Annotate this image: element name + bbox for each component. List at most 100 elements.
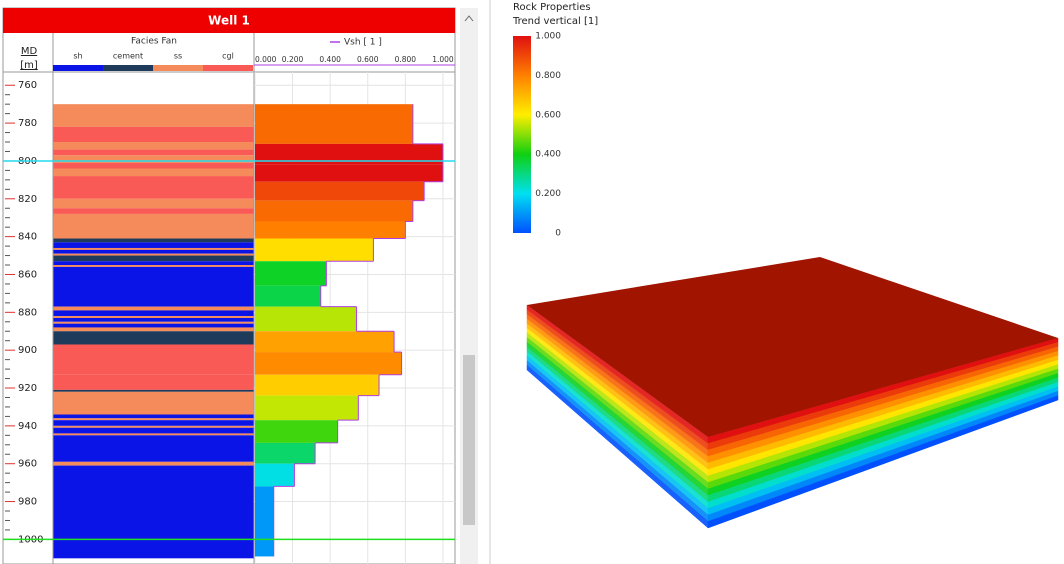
vsh-tick-label: 0.000	[255, 55, 277, 64]
vsh-block	[254, 285, 321, 307]
vsh-tick-label: 0.800	[395, 55, 417, 64]
facies-interval	[53, 316, 254, 318]
vsh-tick-label: 0.400	[319, 55, 341, 64]
model-layer	[707, 395, 1059, 529]
vsh-block	[254, 200, 413, 222]
well-title: Well 1	[208, 14, 250, 28]
facies-interval	[53, 213, 254, 239]
facies-legend-label: cement	[113, 52, 143, 61]
facies-interval	[53, 198, 254, 209]
facies-interval	[53, 266, 254, 307]
facies-title: Facies Fan	[131, 37, 177, 47]
vsh-block	[254, 221, 406, 239]
depth-label: 860	[18, 269, 37, 280]
3d-model	[526, 257, 1059, 529]
facies-interval	[53, 321, 254, 324]
depth-label: 840	[18, 232, 37, 243]
facies-legend-label: ss	[174, 52, 182, 61]
vsh-block	[254, 352, 402, 375]
facies-interval	[53, 331, 254, 345]
facies-interval	[53, 242, 254, 248]
facies-interval	[53, 374, 254, 390]
facies-legend-label: sh	[73, 52, 82, 61]
vsh-block	[254, 238, 374, 262]
vsh-block	[254, 261, 327, 286]
facies-interval	[53, 149, 254, 156]
facies-interval	[53, 414, 254, 419]
depth-label: 760	[18, 80, 37, 91]
md-unit: [m]	[20, 60, 38, 71]
scroll-thumb[interactable]	[463, 355, 475, 525]
facies-interval	[53, 104, 254, 127]
scroll-up-arrow[interactable]	[464, 15, 474, 22]
vsh-block	[254, 395, 359, 421]
vsh-tick-label: 1.000	[432, 55, 454, 64]
facies-legend-swatch	[203, 65, 253, 71]
vsh-block	[254, 374, 380, 396]
depth-label: 820	[18, 194, 37, 205]
facies-interval	[53, 318, 254, 322]
colorbar	[513, 36, 531, 233]
facies-interval	[53, 418, 254, 421]
well-header	[3, 8, 455, 33]
facies-interval	[53, 255, 254, 262]
vsh-block	[254, 486, 274, 557]
facies-interval	[53, 427, 254, 434]
depth-label: 900	[18, 345, 37, 356]
vsh-block	[254, 420, 338, 443]
vsh-block	[254, 143, 443, 165]
facies-interval	[53, 176, 254, 199]
facies-interval	[53, 420, 254, 426]
facies-interval	[53, 327, 254, 332]
vsh-block	[254, 164, 443, 182]
facies-interval	[53, 323, 254, 328]
model-top	[527, 257, 1058, 437]
vsh-title: Vsh [ 1 ]	[344, 38, 382, 48]
depth-label: 920	[18, 383, 37, 394]
facies-interval	[53, 433, 254, 436]
vsh-block	[254, 463, 295, 487]
colorbar-tick-label: 0.400	[535, 150, 561, 160]
md-label: MD	[21, 46, 38, 57]
colorbar-subtitle: Trend vertical [1]	[512, 16, 598, 27]
depth-label: 980	[18, 497, 37, 508]
facies-interval	[53, 389, 254, 392]
facies-legend-swatch	[103, 65, 153, 71]
facies-interval	[53, 247, 254, 250]
vsh-block	[254, 306, 357, 332]
depth-label: 880	[18, 307, 37, 318]
facies-interval	[53, 435, 254, 462]
colorbar-tick-label: 0	[555, 229, 561, 239]
vsh-block	[254, 181, 425, 201]
facies-interval	[53, 265, 254, 267]
colorbar-title: Rock Properties	[513, 2, 591, 13]
facies-interval	[53, 249, 254, 254]
depth-label: 780	[18, 118, 37, 129]
facies-interval	[53, 238, 254, 243]
facies-interval	[53, 261, 254, 266]
facies-interval	[53, 162, 254, 169]
facies-interval	[53, 168, 254, 177]
colorbar-tick-label: 0.600	[535, 110, 561, 120]
facies-interval	[53, 142, 254, 150]
vsh-block	[254, 442, 316, 464]
facies-interval	[53, 391, 254, 415]
vsh-block	[254, 331, 395, 353]
colorbar-tick-label: 1.000	[535, 32, 561, 42]
facies-legend-swatch	[53, 65, 103, 71]
depth-label: 960	[18, 459, 37, 470]
facies-legend-swatch	[153, 65, 203, 71]
vsh-tick-label: 0.200	[282, 55, 304, 64]
facies-legend-label: cgl	[222, 52, 234, 61]
facies-interval	[53, 425, 254, 428]
depth-label: 940	[18, 421, 37, 432]
facies-interval	[53, 461, 254, 466]
facies-interval	[53, 465, 254, 559]
facies-interval	[53, 155, 254, 163]
facies-interval	[53, 253, 254, 256]
facies-interval	[53, 126, 254, 143]
facies-interval	[53, 310, 254, 317]
colorbar-tick-label: 0.200	[535, 189, 561, 199]
